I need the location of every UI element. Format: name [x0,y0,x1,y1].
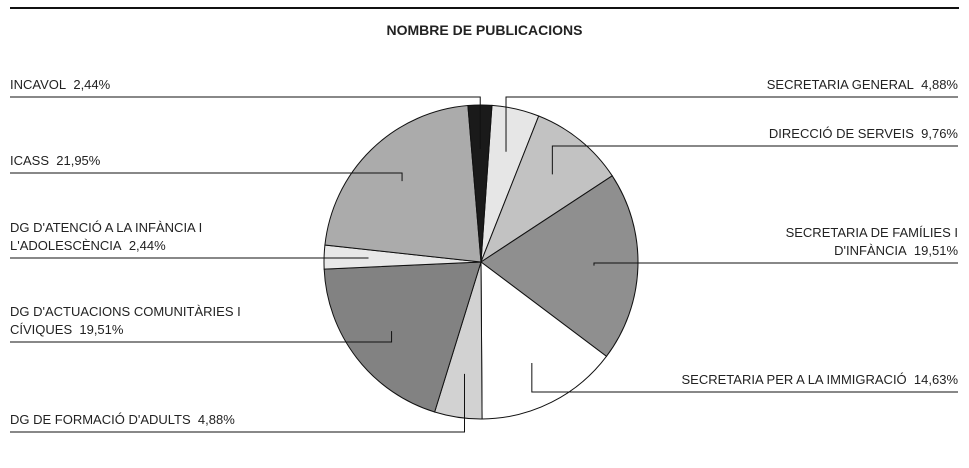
pie-slice [479,115,613,264]
slice-label: DIRECCIÓ DE SERVEIS 9,76% [769,125,958,143]
pie-slice [480,175,639,358]
leader-line [10,96,481,149]
slice-label: DG DE FORMACIÓ D'ADULTS 4,88% [10,411,235,429]
category-label: SECRETARIA GENERAL [766,77,914,92]
category-label: SECRETARIA PER A LA IMMIGRACIÓ [681,372,907,387]
leader-line [505,96,958,152]
category-label: DG DE FORMACIÓ D'ADULTS [10,412,191,427]
slice-label: ICASS 21,95% [10,152,100,170]
category-label: DG D'ACTUACIONS COMUNITÀRIES I CÍVIQUES [10,304,241,337]
slice-label: SECRETARIA PER A LA IMMIGRACIÓ 14,63% [682,371,958,389]
pie-slice [324,105,482,263]
leader-line [10,172,403,182]
leader-line [551,145,958,175]
value-label: 9,76% [921,126,958,141]
leader-line [531,362,958,393]
category-label: ICASS [10,153,50,168]
category-label: DIRECCIÓ DE SERVEIS [768,126,914,141]
value-label: 2,44% [128,238,166,253]
category-label: INCAVOL [10,77,67,92]
category-label: DG D'ATENCIÓ A LA INFÀNCIA I L'ADOLESCÈN… [10,220,203,253]
leader-line [10,331,393,343]
slice-label: DG D'ATENCIÓ A LA INFÀNCIA I L'ADOLESCÈN… [10,219,250,255]
slice-label: SECRETARIA DE FAMÍLIES I D'INFÀNCIA 19,5… [743,224,958,260]
leader-line [593,262,958,266]
slice-label: INCAVOL 2,44% [10,76,110,94]
category-label: SECRETARIA DE FAMÍLIES I D'INFÀNCIA [785,225,958,258]
value-label: 19,51% [79,322,124,337]
slice-label: SECRETARIA GENERAL 4,88% [767,76,958,94]
pie-slice [323,261,482,413]
value-label: 4,88% [921,77,958,92]
value-label: 4,88% [197,412,235,427]
value-label: 14,63% [913,372,958,387]
value-label: 19,51% [913,243,958,258]
value-label: 21,95% [56,153,101,168]
value-label: 2,44% [73,77,111,92]
slice-label: DG D'ACTUACIONS COMUNITÀRIES I CÍVIQUES … [10,303,300,339]
chart-title: NOMBRE DE PUBLICACIONS [386,22,583,38]
leader-line [10,373,466,433]
pie-slice [480,260,608,420]
